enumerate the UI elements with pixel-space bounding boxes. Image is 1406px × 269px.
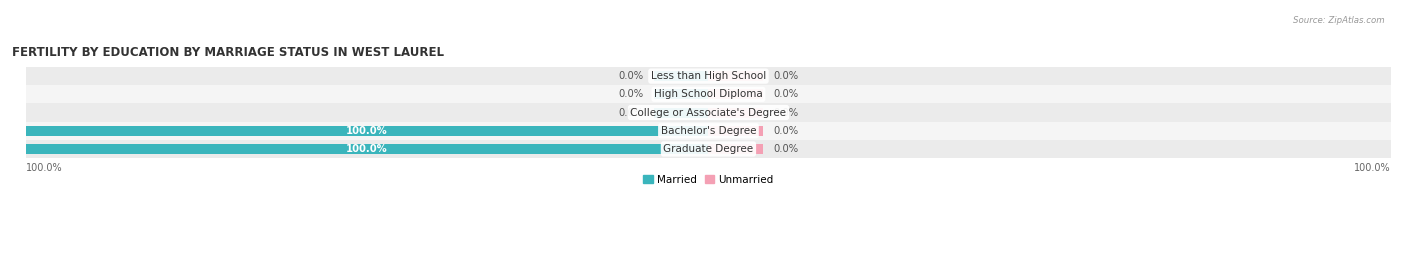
Text: 0.0%: 0.0% bbox=[773, 144, 799, 154]
Bar bbox=[25, 103, 1391, 122]
Text: 0.0%: 0.0% bbox=[773, 126, 799, 136]
Bar bbox=[25, 85, 1391, 103]
Bar bbox=[25, 67, 1391, 85]
Bar bbox=[25, 144, 709, 154]
Text: Source: ZipAtlas.com: Source: ZipAtlas.com bbox=[1294, 16, 1385, 25]
Text: 100.0%: 100.0% bbox=[346, 144, 388, 154]
Text: 0.0%: 0.0% bbox=[773, 71, 799, 81]
Text: 0.0%: 0.0% bbox=[773, 89, 799, 99]
Bar bbox=[709, 108, 763, 118]
Text: 100.0%: 100.0% bbox=[25, 163, 62, 173]
Bar bbox=[25, 126, 709, 136]
Text: 100.0%: 100.0% bbox=[346, 126, 388, 136]
Bar bbox=[654, 108, 709, 118]
Text: 0.0%: 0.0% bbox=[619, 71, 644, 81]
Bar bbox=[709, 126, 763, 136]
Bar bbox=[709, 89, 763, 99]
Text: 0.0%: 0.0% bbox=[619, 89, 644, 99]
Legend: Married, Unmarried: Married, Unmarried bbox=[638, 171, 778, 189]
Bar bbox=[709, 144, 763, 154]
Bar bbox=[709, 71, 763, 81]
Text: Bachelor's Degree: Bachelor's Degree bbox=[661, 126, 756, 136]
Text: 0.0%: 0.0% bbox=[619, 108, 644, 118]
Bar bbox=[25, 122, 1391, 140]
Bar bbox=[654, 89, 709, 99]
Text: High School Diploma: High School Diploma bbox=[654, 89, 763, 99]
Text: 100.0%: 100.0% bbox=[1354, 163, 1391, 173]
Text: 0.0%: 0.0% bbox=[773, 108, 799, 118]
Bar bbox=[654, 71, 709, 81]
Text: Less than High School: Less than High School bbox=[651, 71, 766, 81]
Bar bbox=[25, 140, 1391, 158]
Text: FERTILITY BY EDUCATION BY MARRIAGE STATUS IN WEST LAUREL: FERTILITY BY EDUCATION BY MARRIAGE STATU… bbox=[13, 46, 444, 59]
Text: College or Associate's Degree: College or Associate's Degree bbox=[630, 108, 786, 118]
Text: Graduate Degree: Graduate Degree bbox=[664, 144, 754, 154]
